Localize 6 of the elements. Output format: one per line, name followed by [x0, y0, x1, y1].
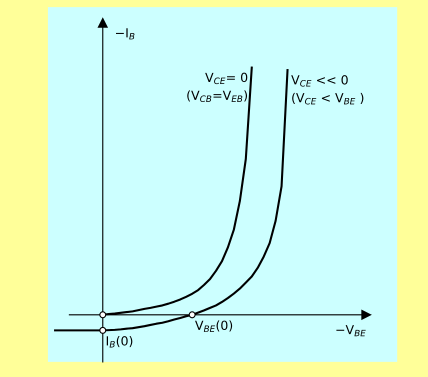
text: V$_{CE}$ << 0 (V$_{CE}$ < V$_{BE}$ ) — [291, 75, 364, 104]
text: V$_{CE}$= 0 (V$_{CB}$=V$_{EB}$) — [187, 72, 248, 102]
text: I$_{B}$(0) — [106, 336, 132, 348]
annotation: V$_{BE}$(0) — [195, 320, 232, 332]
y-axis-title: −I$_{B}$ — [116, 28, 134, 40]
x-axis-title: −V$_{BE}$ — [336, 325, 366, 336]
